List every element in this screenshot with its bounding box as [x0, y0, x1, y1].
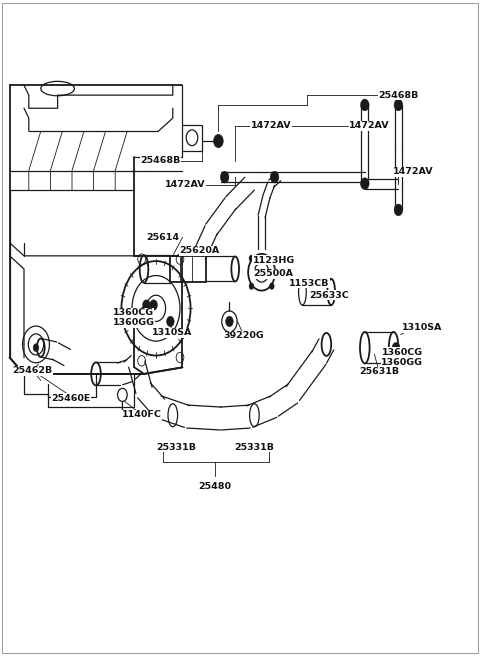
Circle shape	[269, 283, 274, 289]
Text: 25480: 25480	[199, 482, 231, 491]
Text: 25462B: 25462B	[12, 366, 53, 375]
Circle shape	[394, 204, 403, 216]
Text: 25331B: 25331B	[156, 443, 197, 452]
Text: 39220G: 39220G	[224, 331, 264, 340]
Circle shape	[143, 300, 150, 310]
Text: 1123HG: 1123HG	[252, 256, 295, 265]
Text: 25633C: 25633C	[309, 291, 348, 300]
Circle shape	[360, 178, 369, 190]
Text: 25468B: 25468B	[378, 91, 419, 100]
Circle shape	[249, 283, 254, 289]
Text: 1472AV: 1472AV	[393, 167, 433, 176]
Circle shape	[394, 99, 403, 111]
Circle shape	[269, 255, 274, 262]
Text: 1472AV: 1472AV	[251, 121, 291, 131]
Text: 1472AV: 1472AV	[165, 180, 205, 190]
Circle shape	[214, 134, 223, 148]
Text: 25460E: 25460E	[51, 394, 91, 403]
Text: 25614: 25614	[147, 233, 180, 242]
Text: 1360GG: 1360GG	[112, 318, 155, 327]
Text: 1310SA: 1310SA	[402, 323, 443, 333]
Text: 1472AV: 1472AV	[349, 121, 390, 131]
Circle shape	[360, 99, 369, 111]
Text: 25620A: 25620A	[179, 246, 219, 255]
Text: 1140FC: 1140FC	[121, 410, 162, 419]
Text: 25631B: 25631B	[359, 367, 399, 377]
Text: 25331B: 25331B	[234, 443, 275, 452]
Circle shape	[249, 255, 254, 262]
Text: 1360GG: 1360GG	[381, 358, 423, 367]
Circle shape	[270, 171, 279, 183]
Text: 1310SA: 1310SA	[152, 328, 192, 337]
Text: 25468B: 25468B	[141, 156, 181, 165]
Text: 25500A: 25500A	[253, 269, 294, 278]
Circle shape	[150, 300, 157, 310]
Circle shape	[167, 316, 174, 327]
Circle shape	[226, 316, 233, 327]
Circle shape	[220, 171, 229, 183]
Circle shape	[33, 344, 39, 352]
Circle shape	[392, 342, 400, 353]
Text: 1153CB: 1153CB	[289, 279, 330, 288]
Text: 1360CG: 1360CG	[113, 308, 154, 318]
Text: 1360CG: 1360CG	[382, 348, 423, 357]
